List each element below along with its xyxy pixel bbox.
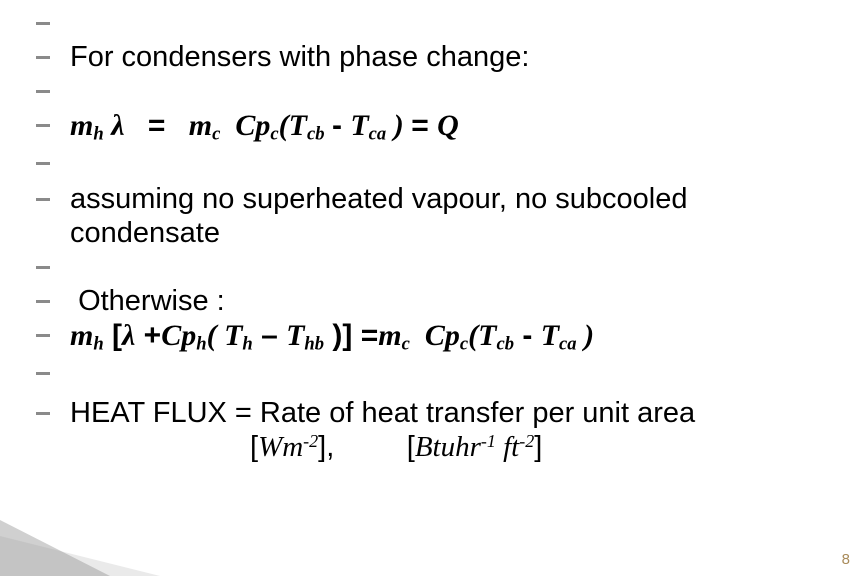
eq2-lambda: λ	[122, 319, 135, 352]
unit2b-base: ft	[503, 431, 519, 463]
eq1-minus: -	[332, 109, 350, 142]
eq2-mh: m	[70, 319, 93, 352]
eq1-tca: T	[350, 109, 368, 142]
bullet-otherwise: Otherwise :	[70, 284, 824, 318]
eq2-mc: m	[378, 319, 401, 352]
eq1-mh: m	[70, 109, 93, 142]
eq2-rparbr: )] =	[324, 319, 378, 352]
eq1-cpc: Cp	[235, 109, 270, 142]
eq2-cph-sub: h	[196, 334, 206, 355]
bullet-list: For condensers with phase change: mh λ =…	[70, 6, 824, 464]
unit1: Wm-2	[258, 431, 318, 463]
eq2-th: T	[224, 319, 242, 352]
eq2-lpar: (	[207, 319, 225, 352]
eq2-rpar2: )	[577, 319, 595, 352]
eq2-cpc-sub: c	[460, 334, 468, 355]
slide: For condensers with phase change: mh λ =…	[0, 0, 864, 576]
bullet-assuming: assuming no superheated vapour, no subco…	[70, 182, 824, 250]
unit1-base: Wm	[258, 431, 303, 463]
bullet-heatflux: HEAT FLUX = Rate of heat transfer per un…	[70, 396, 824, 464]
eq1-lambda: λ	[111, 109, 124, 142]
eq2-plus: +	[135, 319, 161, 352]
eq2-lbr: [	[104, 319, 122, 352]
unit1-lbr: [	[250, 431, 258, 463]
unit1-sup: -2	[303, 431, 318, 451]
eq1-lpar: (	[279, 109, 289, 142]
eq1-tca-sub: ca	[369, 124, 387, 145]
spacer-2	[70, 356, 824, 396]
spacer-1	[70, 146, 824, 182]
heatflux-line1: HEAT FLUX = Rate of heat transfer per un…	[70, 397, 695, 429]
bullet-intro: For condensers with phase change:	[70, 40, 824, 74]
eq2-cph: Cp	[161, 319, 196, 352]
eq2-th-sub: h	[242, 334, 252, 355]
eq2-minus: –	[253, 319, 286, 352]
bullet-empty-3	[70, 250, 824, 284]
eq2-mc-sub: c	[402, 334, 410, 355]
eq1-mh-sub: h	[93, 124, 103, 145]
unit2: Btuhr-1 ft-2	[415, 431, 534, 463]
eq1-cpc-sub: c	[270, 124, 278, 145]
eq1-eq2: =	[411, 109, 437, 142]
eq1-Q: Q	[437, 109, 459, 142]
bullet-empty-2	[70, 74, 824, 108]
eq2-cpc: Cp	[425, 319, 460, 352]
equation-1: mh λ = mc Cpc(Tcb - Tca ) = Q	[70, 109, 459, 142]
eq2-tca-sub: ca	[559, 334, 577, 355]
unit2-lbr: [	[407, 431, 415, 463]
eq2-mh-sub: h	[93, 334, 103, 355]
eq1-mc: m	[189, 109, 212, 142]
corner-decor-front	[0, 520, 110, 576]
bullet-empty-1	[70, 6, 824, 40]
equation-2: mh [λ +Cph( Th – Thb )] =mc Cpc(Tcb - Tc…	[70, 319, 594, 352]
eq1-rpar: )	[386, 109, 404, 142]
eq2-thb: T	[286, 319, 304, 352]
bullet-eq2: mh [λ +Cph( Th – Thb )] =mc Cpc(Tcb - Tc…	[70, 318, 824, 356]
eq1-mc-sub: c	[212, 124, 220, 145]
eq2-tcb: T	[478, 319, 496, 352]
page-number: 8	[842, 551, 850, 568]
eq1-tcb-sub: cb	[307, 124, 325, 145]
unit2b-sup: -2	[519, 431, 534, 451]
heatflux-line2: [Wm-2], [Btuhr-1 ft-2]	[70, 430, 542, 464]
eq2-tcb-sub: cb	[496, 334, 514, 355]
eq2-thb-sub: hb	[304, 334, 324, 355]
otherwise-text: Otherwise :	[78, 285, 225, 317]
eq1-eq: =	[140, 109, 174, 142]
unit2a-sup: -1	[481, 431, 496, 451]
bullet-eq1: mh λ = mc Cpc(Tcb - Tca ) = Q	[70, 108, 824, 146]
eq2-tca: T	[541, 319, 559, 352]
unit2a-base: Btuhr	[415, 431, 481, 463]
eq1-tcb: T	[289, 109, 307, 142]
unit2-rbr: ]	[534, 431, 542, 463]
eq2-lpar2: (	[468, 319, 478, 352]
unit1-rbr: ],	[318, 431, 334, 463]
eq2-minus2: -	[514, 319, 541, 352]
